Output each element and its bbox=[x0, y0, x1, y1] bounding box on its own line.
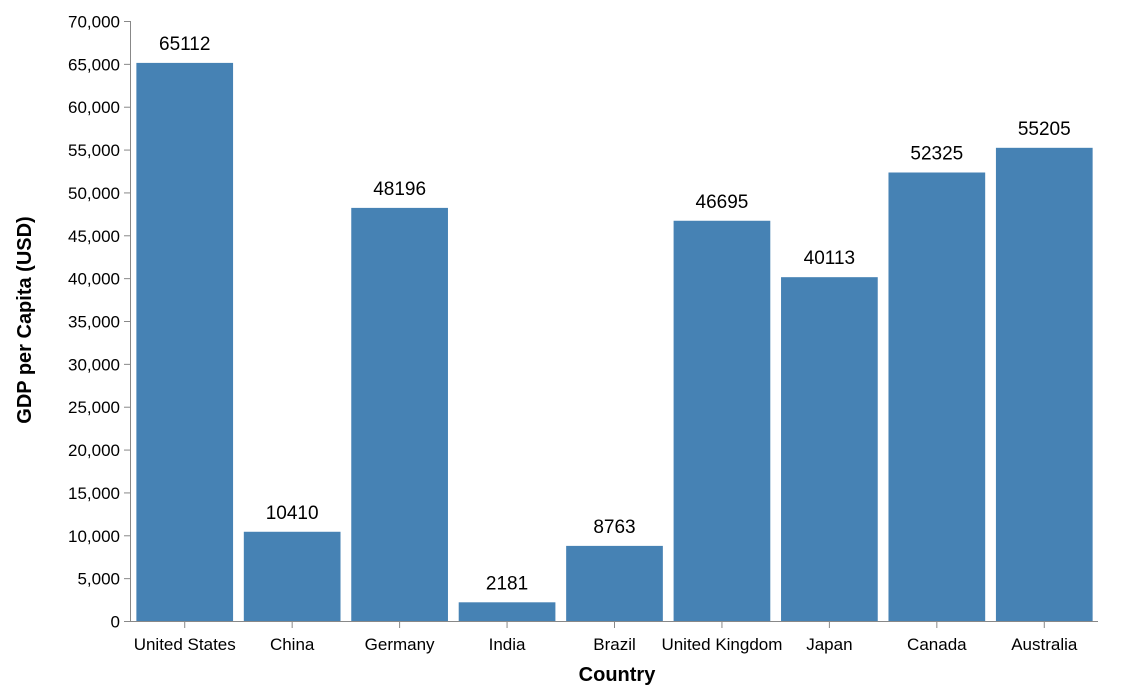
bar bbox=[781, 277, 878, 621]
data-label: 40113 bbox=[804, 248, 855, 269]
y-tick-label: 40,000 bbox=[68, 270, 120, 289]
bar bbox=[243, 531, 341, 621]
data-label: 10410 bbox=[266, 503, 319, 524]
y-axis-title: GDP per Capita (USD) bbox=[14, 216, 36, 423]
bar bbox=[673, 220, 771, 621]
x-tick-label: India bbox=[489, 635, 526, 654]
bar bbox=[351, 207, 448, 622]
y-tick-label: 60,000 bbox=[68, 98, 120, 117]
x-tick-label: United Kingdom bbox=[661, 635, 782, 654]
x-tick-label: Japan bbox=[806, 635, 852, 654]
y-axis: 0 5,000 10,000 15,000 20,000 25,000 30,000 35,0… bbox=[68, 13, 131, 632]
x-tick-label: Brazil bbox=[593, 635, 636, 654]
data-label: 2181 bbox=[486, 573, 528, 594]
y-tick-label: 65,000 bbox=[68, 55, 120, 74]
y-tick-label: 55,000 bbox=[68, 141, 120, 160]
bar bbox=[136, 62, 234, 621]
y-tick-label: 50,000 bbox=[68, 184, 120, 203]
x-tick-label: China bbox=[270, 635, 315, 654]
data-label: 46695 bbox=[696, 192, 749, 213]
y-tick-label: 15,000 bbox=[68, 484, 120, 503]
data-label: 52325 bbox=[910, 144, 963, 165]
data-label: 8763 bbox=[593, 517, 635, 538]
y-tick-label: 5,000 bbox=[77, 570, 120, 589]
y-tick-label: 35,000 bbox=[68, 313, 120, 332]
y-tick-label: 0 bbox=[111, 613, 120, 632]
bar bbox=[458, 602, 556, 621]
bar bbox=[995, 147, 1093, 622]
data-label: 48196 bbox=[373, 179, 426, 200]
y-tick-label: 30,000 bbox=[68, 355, 120, 374]
x-tick-label: Germany bbox=[365, 635, 435, 654]
y-tick-label: 45,000 bbox=[68, 227, 120, 246]
x-tick-label: United States bbox=[134, 635, 236, 654]
bar bbox=[566, 545, 663, 621]
x-tick-label: Australia bbox=[1011, 635, 1078, 654]
y-tick-label: 70,000 bbox=[68, 13, 120, 32]
data-label: 65112 bbox=[159, 34, 210, 55]
data-label: 55205 bbox=[1018, 119, 1071, 140]
bar bbox=[888, 172, 986, 621]
y-tick-label: 20,000 bbox=[68, 441, 120, 460]
data-labels: 65112 10410 48196 2181 8763 46695 40113 52325 55… bbox=[159, 34, 1071, 594]
x-axis-title: Country bbox=[579, 664, 657, 686]
bars bbox=[136, 62, 1093, 622]
y-tick-label: 10,000 bbox=[68, 527, 120, 546]
x-tick-label: Canada bbox=[907, 635, 967, 654]
y-tick-label: 25,000 bbox=[68, 398, 120, 417]
x-axis: United States China Germany India Brazil Unit… bbox=[130, 621, 1098, 654]
